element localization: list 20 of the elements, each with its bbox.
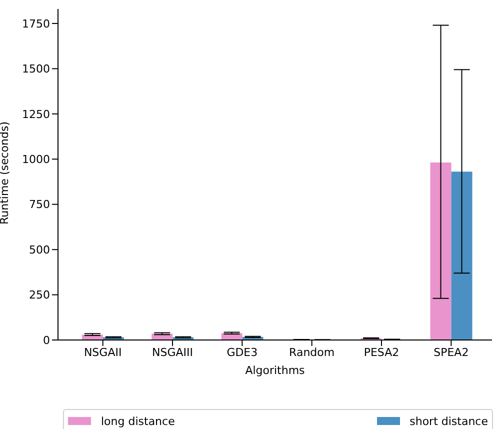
y-tick-label: 1500 [22,62,50,76]
y-tick-label: 0 [43,334,50,347]
y-tick-label: 1250 [22,108,50,121]
x-tick-label: NSGAII [84,346,122,359]
legend-label: long distance [101,414,175,428]
x-tick-label: PESA2 [364,346,400,359]
x-tick-label: NSGAIII [152,346,193,359]
x-tick-label: GDE3 [226,346,258,359]
x-tick-label: Random [289,346,335,359]
x-axis-title: Algorithms [245,364,306,377]
y-tick-label: 1000 [22,153,50,166]
bar [451,172,472,340]
y-tick-label: 750 [29,198,50,212]
bar [430,162,452,340]
y-tick-label: 1750 [22,17,50,30]
y-tick-label: 500 [29,243,50,256]
y-axis-title: Runtime (seconds) [0,122,11,224]
x-tick-label: SPEA2 [434,346,469,359]
y-tick-label: 250 [29,288,50,302]
legend-label: short distance [410,414,488,428]
